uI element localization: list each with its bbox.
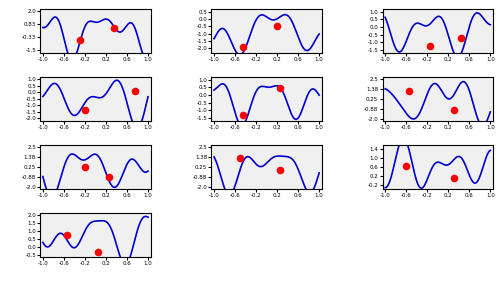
Point xyxy=(105,175,113,180)
Point xyxy=(62,233,70,238)
Point xyxy=(110,26,118,30)
Point xyxy=(81,107,89,112)
Point xyxy=(81,165,89,170)
Point xyxy=(239,112,247,117)
Point xyxy=(236,156,244,161)
Point xyxy=(273,23,281,28)
Point xyxy=(426,44,434,48)
Point xyxy=(276,86,284,91)
Point xyxy=(405,88,413,93)
Point xyxy=(450,108,458,112)
Point xyxy=(131,89,139,93)
Point xyxy=(239,44,247,49)
Point xyxy=(94,250,102,255)
Point xyxy=(75,37,83,42)
Point xyxy=(457,36,465,41)
Point xyxy=(450,175,458,180)
Point xyxy=(402,164,410,169)
Point xyxy=(276,168,284,172)
